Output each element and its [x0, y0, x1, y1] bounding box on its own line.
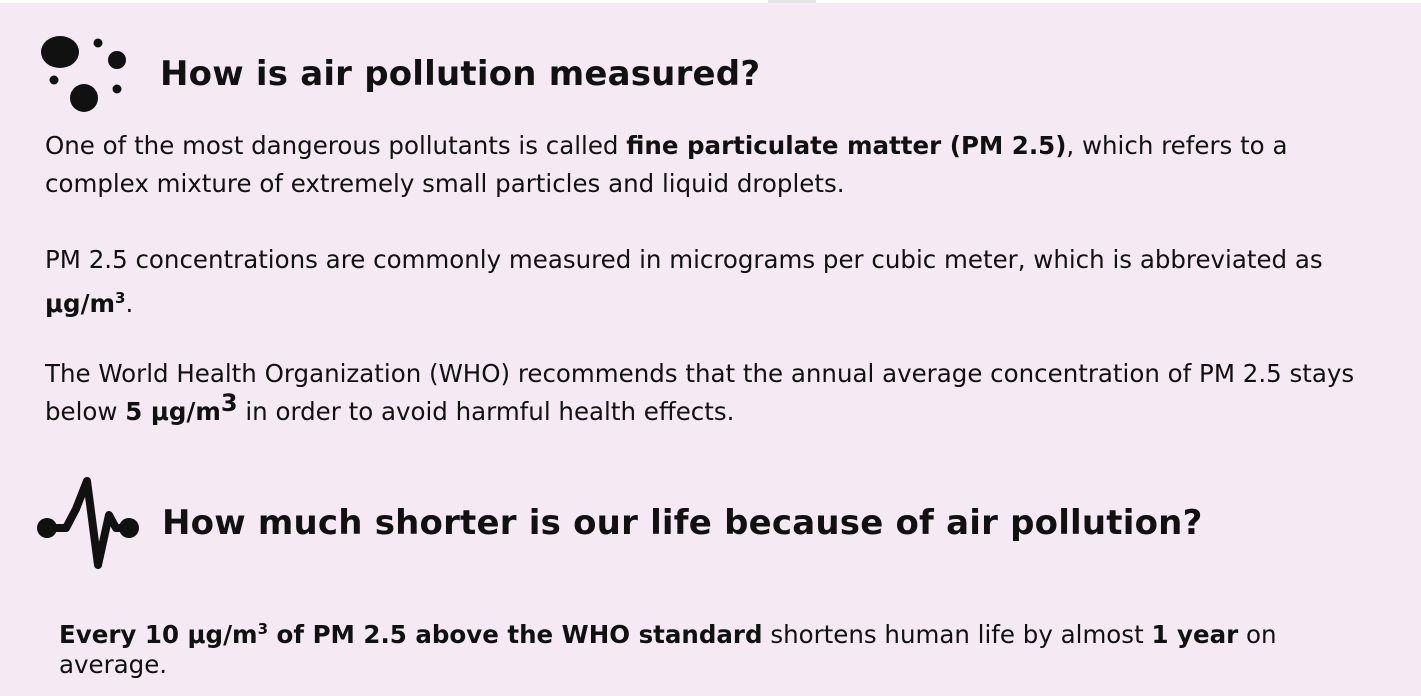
unit-label: μg/m3: [45, 289, 125, 318]
bold-term: fine particulate matter (PM 2.5): [626, 131, 1067, 160]
particles-icon: [36, 33, 160, 115]
text-span: One of the most dangerous pollutants is …: [45, 131, 627, 160]
unit-superscript: 3: [115, 289, 126, 307]
section-heading-measured: How is air pollution measured?: [36, 33, 760, 115]
section-title: How is air pollution measured?: [160, 54, 761, 94]
content-panel: How is air pollution measured? One of th…: [0, 3, 1421, 696]
threshold-value: 5 μg/m3: [125, 391, 237, 426]
section-heading-life-shortening: How much shorter is our life because of …: [36, 477, 1203, 569]
bold-duration: 1 year: [1151, 620, 1239, 650]
paragraph-life-impact: Every 10 μg/m3 of PM 2.5 above the WHO s…: [59, 614, 1379, 680]
text-span: PM 2.5 concentrations are commonly measu…: [45, 245, 1323, 274]
paragraph-units: PM 2.5 concentrations are commonly measu…: [45, 241, 1405, 323]
text-span: on average.: [59, 620, 1277, 680]
paragraph-pm25-definition: One of the most dangerous pollutants is …: [45, 127, 1385, 203]
paragraph-who-recommendation: The World Health Organization (WHO) reco…: [45, 355, 1385, 431]
bold-text: Every 10 μg/m: [59, 620, 258, 650]
text-span: shortens human life by almost: [762, 620, 1152, 650]
threshold-text: 5 μg/m: [125, 397, 221, 426]
bold-statement: Every 10 μg/m3 of PM 2.5 above the WHO s…: [59, 620, 763, 649]
threshold-superscript: 3: [220, 388, 238, 417]
text-span: .: [125, 289, 134, 319]
text-span: , which refers to a complex mixture of e…: [45, 131, 1288, 198]
section-title: How much shorter is our life because of …: [162, 503, 1203, 543]
unit-text: μg/m: [45, 289, 116, 319]
bold-text: of PM 2.5 above the WHO standard: [268, 620, 763, 650]
text-span: The World Health Organization (WHO) reco…: [45, 359, 1355, 426]
unit-superscript: 3: [257, 620, 269, 638]
top-tab: [768, 0, 816, 3]
text-span: in order to avoid harmful health effects…: [237, 397, 735, 426]
heartbeat-icon: [36, 477, 162, 569]
